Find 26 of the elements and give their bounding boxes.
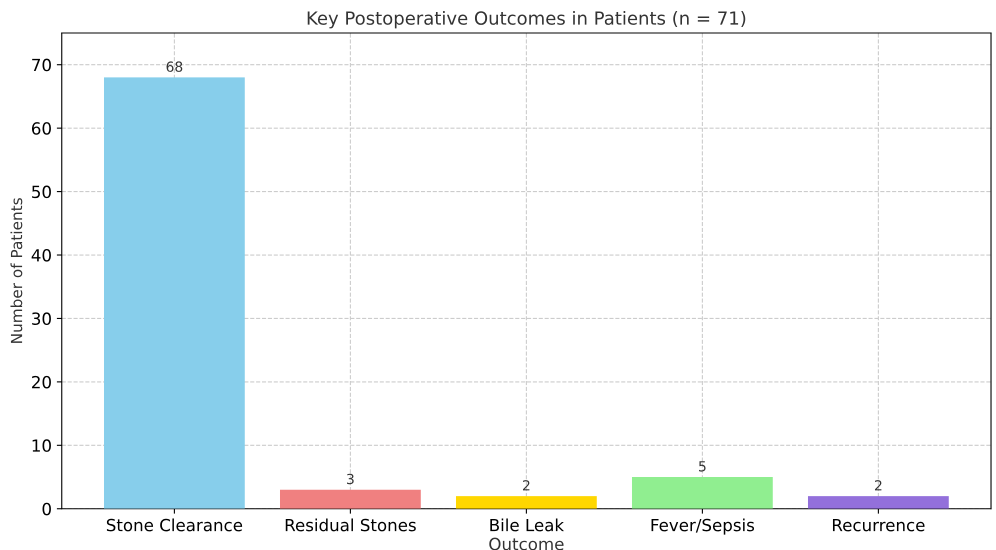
y-tick-label: 30 (32, 312, 51, 326)
x-tick-label: Stone Clearance (106, 518, 242, 532)
y-tick-label: 60 (32, 122, 51, 135)
x-axis-title: Outcome (489, 538, 564, 550)
bar (280, 490, 421, 509)
y-tick-label: 20 (32, 376, 51, 388)
chart-title: Key Postoperative Outcomes in Patients (n = 71) (308, 10, 746, 28)
bar (808, 496, 949, 509)
x-tick-label: Bile Leak (490, 518, 564, 532)
y-tick-label: 10 (32, 439, 51, 452)
data-label: 2 (522, 480, 530, 490)
y-axis-title: Number of Patients (10, 198, 22, 343)
data-label: 5 (699, 461, 706, 472)
y-tick-label: 50 (32, 186, 51, 198)
bar (104, 77, 245, 509)
data-label: 68 (166, 61, 182, 72)
data-label: 3 (347, 474, 354, 484)
y-tick-label: 70 (32, 58, 51, 72)
x-tick-label: Fever/Sepsis (652, 518, 754, 535)
data-label: 2 (874, 480, 882, 490)
bar (456, 496, 597, 509)
x-tick-label: Recurrence (832, 518, 925, 532)
x-tick-label: Residual Stones (286, 518, 416, 532)
bar (632, 477, 773, 509)
y-tick-label: 0 (42, 502, 51, 516)
y-tick-label: 40 (32, 248, 51, 262)
